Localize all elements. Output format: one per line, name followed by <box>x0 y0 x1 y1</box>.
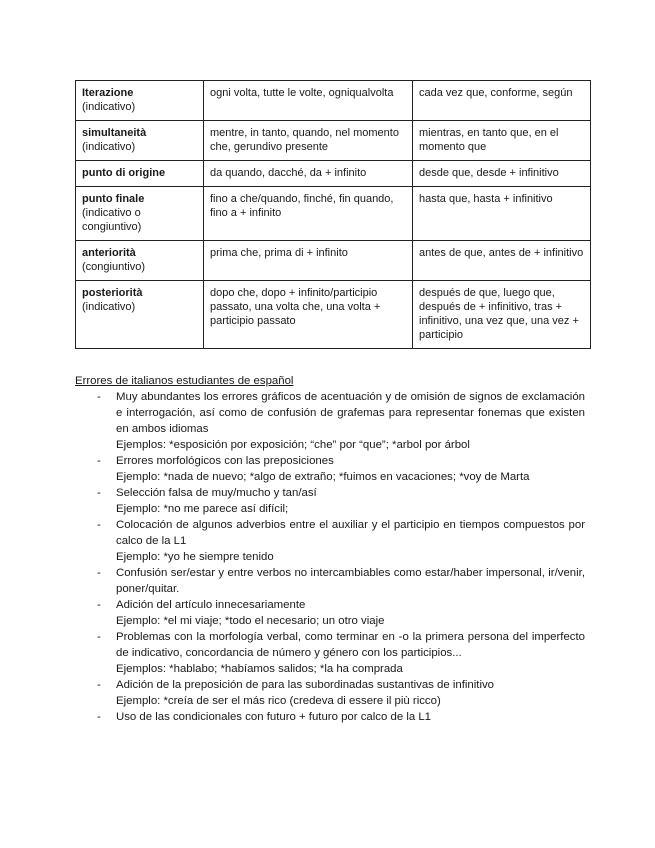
item-example: Ejemplo: *el mi viaje; *todo el necesari… <box>116 615 385 627</box>
cell-italian: ogni volta, tutte le volte, ogniqualvolt… <box>203 80 413 121</box>
item-text: Selección falsa de muy/mucho y tan/así <box>116 487 317 499</box>
bullet-dash: - <box>97 455 101 467</box>
table-row: posteriorità (indicativo) dopo che, dopo … <box>75 280 591 349</box>
item-example: Ejemplo: *no me parece así difícil; <box>116 503 289 515</box>
mood-label: (indicativo) <box>82 141 136 153</box>
list-item: - Selección falsa de muy/mucho y tan/así E… <box>75 485 585 517</box>
bullet-dash: - <box>97 631 101 643</box>
cell-italian: mentre, in tanto, quando, nel momento ch… <box>203 120 413 161</box>
bullet-dash: - <box>97 391 101 403</box>
bullet-dash: - <box>97 679 101 691</box>
item-example: Ejemplos: *hablabo; *habíamos salidos; *… <box>116 663 403 675</box>
item-text: Adición de la preposición de para las su… <box>116 679 495 691</box>
item-text: Muy abundantes los errores gráficos de a… <box>116 391 585 435</box>
cell-spanish: hasta que, hasta + infinitivo <box>412 186 591 241</box>
item-text: Adición del artículo innecesariamente <box>116 599 306 611</box>
item-text: Errores morfológicos con las preposicion… <box>116 455 334 467</box>
list-item: - Muy abundantes los errores gráficos de … <box>75 389 585 453</box>
list-item: - Uso de las condicionales con futuro + f… <box>75 709 585 725</box>
cell-spanish: después de que, luego que, después de + … <box>412 280 591 349</box>
bullet-dash: - <box>97 711 101 723</box>
cell-spanish: mientras, en tanto que, en el momento qu… <box>412 120 591 161</box>
table-row: simultaneità (indicativo) mentre, in tant… <box>75 120 591 161</box>
cell-italian: dopo che, dopo + infinito/participio pas… <box>203 280 413 349</box>
term-label: anteriorità <box>82 247 136 259</box>
bullet-dash: - <box>97 567 101 579</box>
item-example: Ejemplo: *yo he siempre tenido <box>116 551 274 563</box>
bullet-dash: - <box>97 519 101 531</box>
term-label: punto finale <box>82 193 145 205</box>
cell-spanish: antes de que, antes de + infinitivo <box>412 240 591 281</box>
item-text: Problemas con la morfología verbal, como… <box>116 631 585 659</box>
mood-label: (congiuntivo) <box>82 261 145 273</box>
mood-label: (indicativo) <box>82 301 136 313</box>
item-text: Colocación de algunos adverbios entre el… <box>116 519 585 547</box>
cell-term: posteriorità (indicativo) <box>75 280 204 349</box>
cell-italian: prima che, prima di + infinito <box>203 240 413 281</box>
item-example: Ejemplos: *esposición por exposición; “c… <box>116 439 470 451</box>
list-item: - Confusión ser/estar y entre verbos no i… <box>75 565 585 597</box>
bullet-dash: - <box>97 487 101 499</box>
cell-italian: fino a che/quando, finché, fin quando, f… <box>203 186 413 241</box>
list-item: - Colocación de algunos adverbios entre e… <box>75 517 585 565</box>
table-row: Iterazione (indicativo) ogni volta, tutte… <box>75 80 591 121</box>
term-label: simultaneità <box>82 127 147 139</box>
mood-label: (indicativo o congiuntivo) <box>82 207 142 233</box>
cell-italian: da quando, dacché, da + infinito <box>203 160 413 187</box>
item-example: Ejemplo: *creía de ser el más rico (cred… <box>116 695 441 707</box>
mood-label: (indicativo) <box>82 101 136 113</box>
table-row: anteriorità (congiuntivo) prima che, prim… <box>75 240 591 281</box>
bullet-dash: - <box>97 599 101 611</box>
cell-term: punto finale (indicativo o congiuntivo) <box>75 186 204 241</box>
table-row: punto di origine da quando, dacché, da +… <box>75 160 591 187</box>
cell-term: Iterazione (indicativo) <box>75 80 204 121</box>
errors-list: - Muy abundantes los errores gráficos de … <box>75 389 585 725</box>
conjunction-table: Iterazione (indicativo) ogni volta, tutte… <box>75 80 591 349</box>
errors-section: Errores de italianos estudiantes de espa… <box>75 373 585 725</box>
term-label: Iterazione <box>82 87 134 99</box>
item-text: Uso de las condicionales con futuro + fu… <box>116 711 432 723</box>
table-row: punto finale (indicativo o congiuntivo) f… <box>75 186 591 241</box>
cell-term: punto di origine <box>75 160 204 187</box>
cell-term: simultaneità (indicativo) <box>75 120 204 161</box>
list-item: - Adición del artículo innecesariamente Ej… <box>75 597 585 629</box>
term-label: posteriorità <box>82 287 143 299</box>
item-example: Ejemplo: *nada de nuevo; *algo de extrañ… <box>116 471 530 483</box>
list-item: - Problemas con la morfología verbal, com… <box>75 629 585 677</box>
list-item: - Errores morfológicos con las preposicio… <box>75 453 585 485</box>
term-label: punto di origine <box>82 167 166 179</box>
list-item: - Adición de la preposición de para las s… <box>75 677 585 709</box>
item-text: Confusión ser/estar y entre verbos no in… <box>116 567 585 595</box>
cell-spanish: cada vez que, conforme, según <box>412 80 591 121</box>
cell-spanish: desde que, desde + infinitivo <box>412 160 591 187</box>
cell-term: anteriorità (congiuntivo) <box>75 240 204 281</box>
section-heading: Errores de italianos estudiantes de espa… <box>75 375 294 387</box>
